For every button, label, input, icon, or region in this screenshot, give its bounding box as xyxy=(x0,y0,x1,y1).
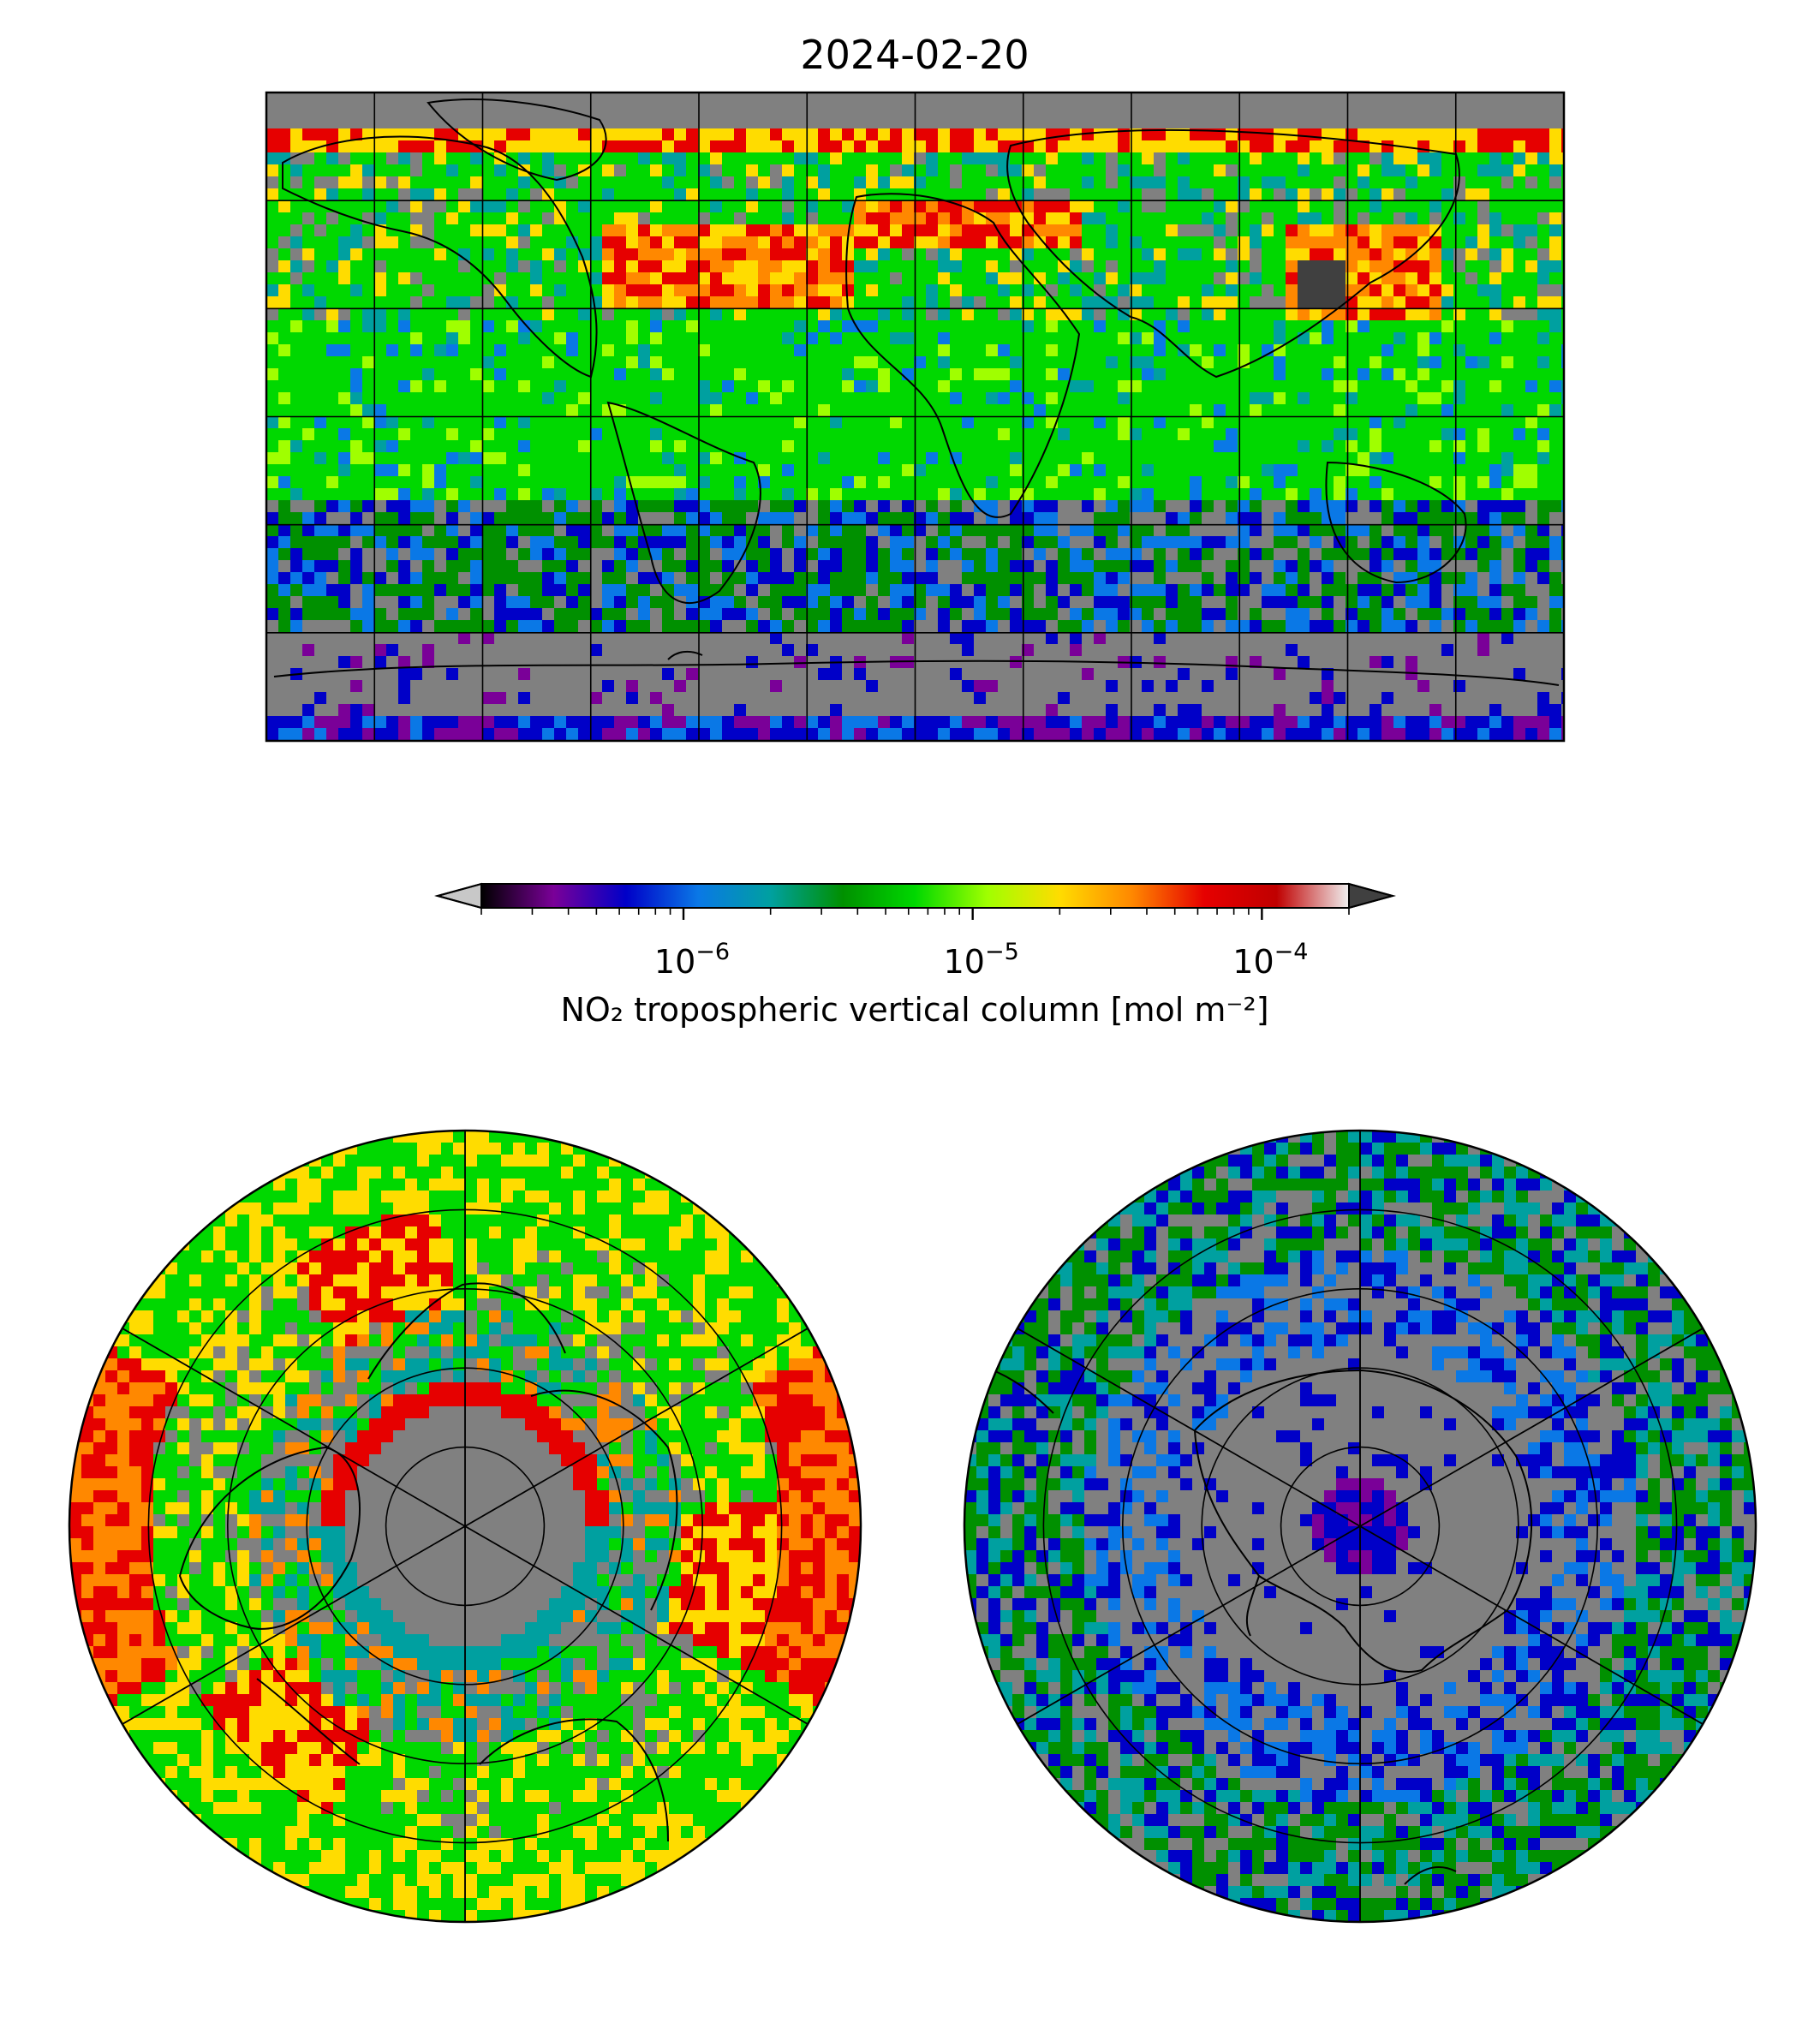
global-coastlines xyxy=(273,98,1560,686)
colorbar-tick-label: 10−4 xyxy=(1232,939,1308,981)
global-map-frame xyxy=(265,91,1566,743)
north-graticule xyxy=(122,1131,809,1922)
global-no2-field xyxy=(266,92,1564,741)
colorbar-label: NO₂ tropospheric vertical column [mol m⁻… xyxy=(560,991,1268,1029)
colorbar-under-triangle xyxy=(434,882,482,910)
figure-title: 2024-02-20 xyxy=(800,32,1029,78)
north-polar-map xyxy=(68,1129,862,1924)
colorbar-over-triangle xyxy=(1348,882,1396,910)
colorbar: 10−6 10−5 10−4 NO₂ tropospheric vertical… xyxy=(434,882,1396,1029)
south-polar-map xyxy=(963,1129,1757,1924)
colorbar-minor-ticks xyxy=(480,908,1350,915)
global-map xyxy=(265,91,1566,743)
south-map-frame xyxy=(963,1129,1757,1924)
north-coastlines xyxy=(178,1282,678,1842)
colorbar-tick-label: 10−6 xyxy=(654,939,730,981)
colorbar-tick-label: 10−5 xyxy=(944,939,1019,981)
colorbar-gradient xyxy=(481,884,1349,908)
south-graticule xyxy=(1017,1131,1704,1922)
colorbar-major-ticks xyxy=(682,908,1263,920)
north-map-frame xyxy=(68,1129,862,1924)
global-graticule xyxy=(266,92,1564,741)
south-coastlines xyxy=(967,1361,1533,1885)
